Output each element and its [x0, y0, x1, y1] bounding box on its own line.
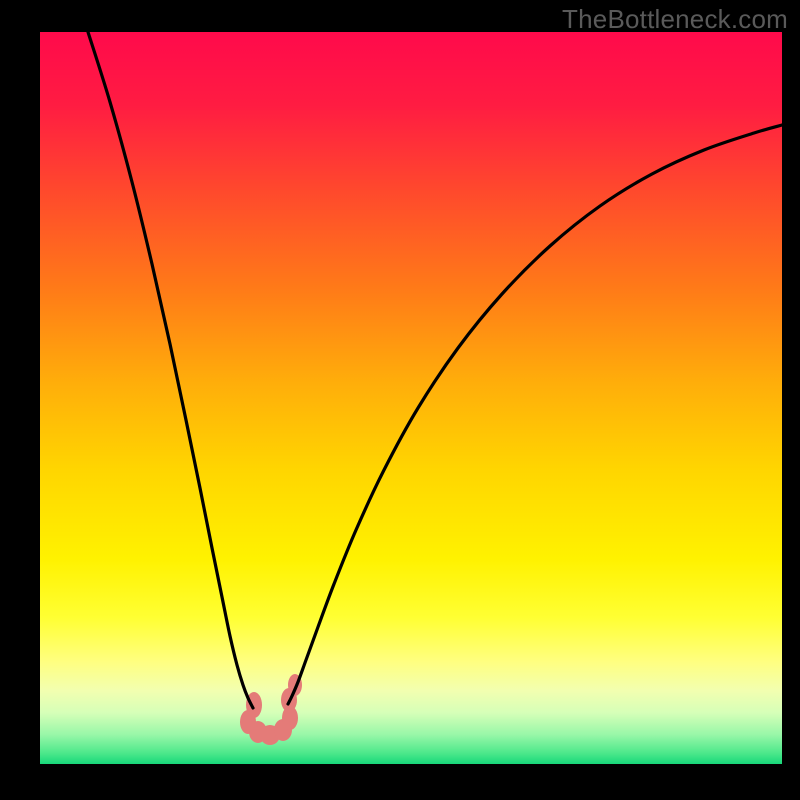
curve-left-branch — [88, 32, 253, 708]
watermark-text: TheBottleneck.com — [562, 4, 788, 35]
plot-area — [40, 32, 782, 764]
curve-right-branch — [288, 125, 782, 704]
chart-svg — [40, 32, 782, 764]
trough-markers — [240, 674, 302, 745]
chart-frame: TheBottleneck.com — [0, 0, 800, 800]
